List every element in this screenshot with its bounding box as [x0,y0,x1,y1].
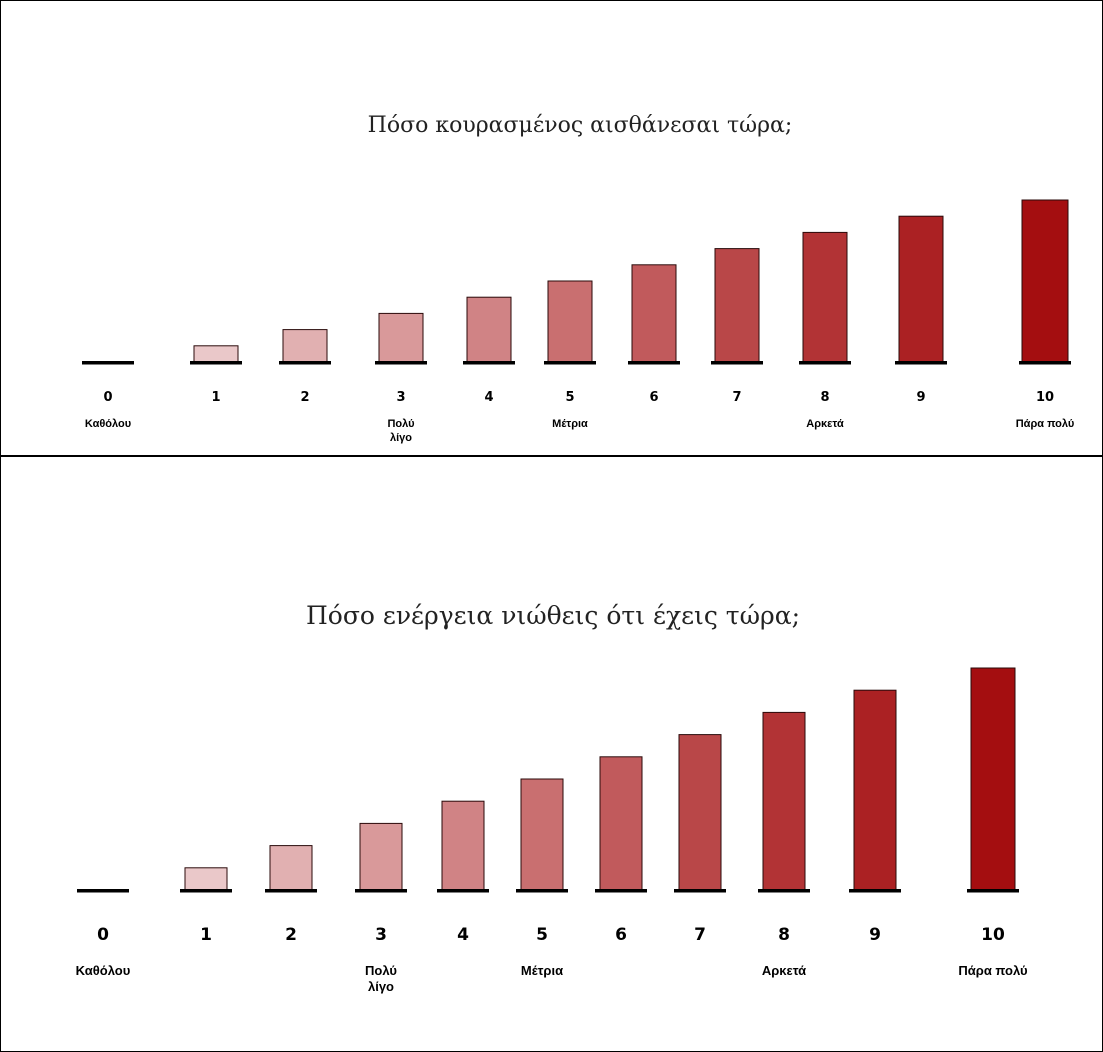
tiredness-baseline-3 [375,361,427,365]
energy-bar-2 [269,845,313,891]
energy-scale-number-1: 1 [200,925,212,945]
energy-anchor-label: Πολύ [365,963,397,978]
energy-baseline-8 [758,889,810,893]
energy-baseline-6 [595,889,647,893]
tiredness-baseline-9 [895,361,947,365]
energy-scale-number-8: 8 [778,925,790,945]
tiredness-bar-6 [631,264,677,363]
energy-anchor-label: Μέτρια [521,963,563,978]
tiredness-bar-7 [714,248,760,363]
tiredness-bar-3 [378,312,424,363]
energy-anchor-label: Καθόλου [76,963,131,978]
tiredness-scale-number-2: 2 [300,390,309,405]
tiredness-scale-number-8: 8 [820,390,829,405]
tiredness-baseline-1 [190,361,242,365]
energy-baseline-2 [265,889,317,893]
tiredness-anchor-label: λίγο [390,432,412,444]
tiredness-baseline-6 [628,361,680,365]
tiredness-baseline-2 [279,361,331,365]
energy-baseline-0 [77,889,129,893]
tiredness-baseline-4 [463,361,515,365]
tiredness-bar-8 [802,231,848,363]
energy-baseline-10 [967,889,1019,893]
energy-bar-4 [441,800,485,891]
energy-scale: Πόσο ενέργεια νιώθεις ότι έχεις τώρα; 0 1 2… [0,457,1103,1052]
tiredness-bar-2 [282,329,328,363]
tiredness-bar-10 [1021,199,1069,363]
energy-scale-graphic: Πόσο ενέργεια νιώθεις ότι έχεις τώρα; 0 1 2… [76,601,1028,994]
energy-bar-10 [970,667,1016,891]
tiredness-baseline-0 [82,361,134,365]
tiredness-bar-4 [466,296,512,363]
energy-bar-7 [678,734,722,891]
tiredness-scale-number-10: 10 [1036,390,1054,405]
tiredness-scale-number-1: 1 [211,390,220,405]
energy-scale-number-5: 5 [536,925,548,945]
energy-baseline-7 [674,889,726,893]
energy-anchor-label: Πάρα πολύ [958,963,1028,978]
energy-question-title: Πόσο ενέργεια νιώθεις ότι έχεις τώρα; [306,601,800,630]
energy-bar-8 [762,711,806,891]
tiredness-anchor-label: Πάρα πολύ [1016,418,1075,430]
energy-baseline-1 [180,889,232,893]
tiredness-scale-number-5: 5 [565,390,574,405]
energy-scale-number-4: 4 [457,925,469,945]
tiredness-question-title: Πόσο κουρασμένος αισθάνεσαι τώρα; [368,113,793,138]
energy-scale-number-2: 2 [285,925,297,945]
energy-scale-number-0: 0 [97,925,109,945]
energy-baseline-3 [355,889,407,893]
tiredness-baseline-7 [711,361,763,365]
tiredness-baseline-5 [544,361,596,365]
tiredness-scale-graphic: Πόσο κουρασμένος αισθάνεσαι τώρα; 0 1 2 3 4 5 6… [82,113,1075,444]
tiredness-scale-number-6: 6 [649,390,658,405]
energy-baseline-9 [849,889,901,893]
tiredness-baseline-10 [1019,361,1071,365]
energy-scale-number-9: 9 [869,925,881,945]
energy-bar-3 [359,822,403,891]
energy-bar-5 [520,778,564,891]
energy-anchor-label: Αρκετά [762,963,806,978]
energy-bar-6 [599,756,643,891]
tiredness-bar-1 [193,345,239,363]
energy-scale-number-7: 7 [694,925,706,945]
tiredness-anchor-label: Πολύ [387,418,414,430]
tiredness-scale-number-3: 3 [396,390,405,405]
tiredness-scale-number-0: 0 [103,390,112,405]
energy-baseline-4 [437,889,489,893]
energy-anchor-label: λίγο [368,979,394,994]
tiredness-scale-number-9: 9 [916,390,925,405]
energy-scale-number-3: 3 [375,925,387,945]
section-divider [0,455,1103,457]
energy-scale-number-6: 6 [615,925,627,945]
tiredness-bar-5 [547,280,593,363]
energy-baseline-5 [516,889,568,893]
tiredness-anchor-label: Μέτρια [552,418,588,430]
tiredness-anchor-label: Αρκετά [806,418,844,430]
tiredness-baseline-8 [799,361,851,365]
energy-bar-1 [184,867,228,891]
tiredness-bar-9 [898,215,944,363]
energy-scale-number-10: 10 [981,925,1005,945]
tiredness-anchor-label: Καθόλου [85,418,131,430]
tiredness-scale-number-4: 4 [484,390,493,405]
energy-bar-9 [853,689,897,891]
tiredness-scale: Πόσο κουρασμένος αισθάνεσαι τώρα; 0 1 2 3 4 5 6… [0,0,1103,455]
tiredness-scale-number-7: 7 [732,390,741,405]
